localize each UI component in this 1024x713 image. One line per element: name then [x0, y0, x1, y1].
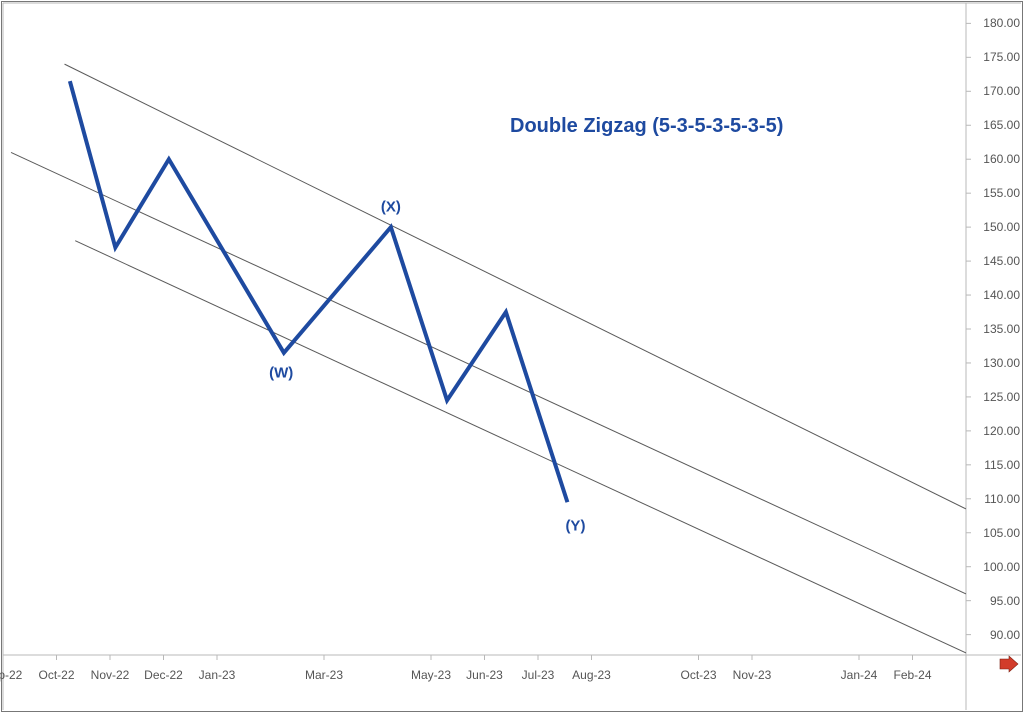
x-tick-label: Jul-23	[522, 668, 555, 682]
y-tick-label: 180.00	[983, 16, 1020, 30]
x-tick-label: Nov-23	[733, 668, 772, 682]
y-tick-label: 145.00	[983, 254, 1020, 268]
y-tick-label: 115.00	[984, 458, 1020, 472]
chart-svg	[0, 0, 1024, 713]
x-tick-label: Jun-23	[466, 668, 503, 682]
channel-line-2	[75, 241, 966, 653]
x-tick-label: Jan-23	[199, 668, 236, 682]
y-tick-label: 130.00	[983, 356, 1020, 370]
x-tick-label: Oct-22	[38, 668, 74, 682]
y-tick-label: 120.00	[983, 424, 1020, 438]
y-tick-label: 135.00	[983, 322, 1020, 336]
y-tick-label: 100.00	[983, 560, 1020, 574]
y-tick-label: 90.00	[990, 628, 1020, 642]
y-tick-label: 95.00	[990, 594, 1020, 608]
x-tick-label: Mar-23	[305, 668, 343, 682]
y-tick-label: 170.00	[983, 84, 1020, 98]
x-tick-label: Aug-23	[572, 668, 611, 682]
scroll-right-arrow-icon[interactable]	[1000, 656, 1018, 672]
x-tick-label: Feb-24	[893, 668, 931, 682]
y-tick-label: 110.00	[984, 492, 1020, 506]
y-tick-label: 150.00	[983, 220, 1020, 234]
x-tick-label: Nov-22	[91, 668, 130, 682]
wave-label: (Y)	[565, 517, 585, 534]
y-tick-label: 155.00	[983, 186, 1020, 200]
wave-label: (X)	[381, 198, 401, 215]
x-tick-label: Oct-23	[680, 668, 716, 682]
chart-title: Double Zigzag (5-3-5-3-5-3-5)	[510, 115, 783, 138]
x-tick-label: Sep-22	[0, 668, 22, 682]
y-tick-label: 175.00	[983, 50, 1020, 64]
channel-line-1	[11, 152, 966, 593]
wave-label: (W)	[269, 365, 293, 382]
x-tick-label: Jan-24	[841, 668, 878, 682]
y-tick-label: 140.00	[983, 288, 1020, 302]
x-tick-label: Dec-22	[144, 668, 183, 682]
y-tick-label: 125.00	[983, 390, 1020, 404]
y-tick-label: 165.00	[983, 118, 1020, 132]
y-tick-label: 160.00	[983, 152, 1020, 166]
price-line	[70, 81, 568, 502]
y-tick-label: 105.00	[983, 526, 1020, 540]
x-tick-label: May-23	[411, 668, 451, 682]
chart-container: Double Zigzag (5-3-5-3-5-3-5) 90.00 95.00 1…	[0, 0, 1024, 713]
